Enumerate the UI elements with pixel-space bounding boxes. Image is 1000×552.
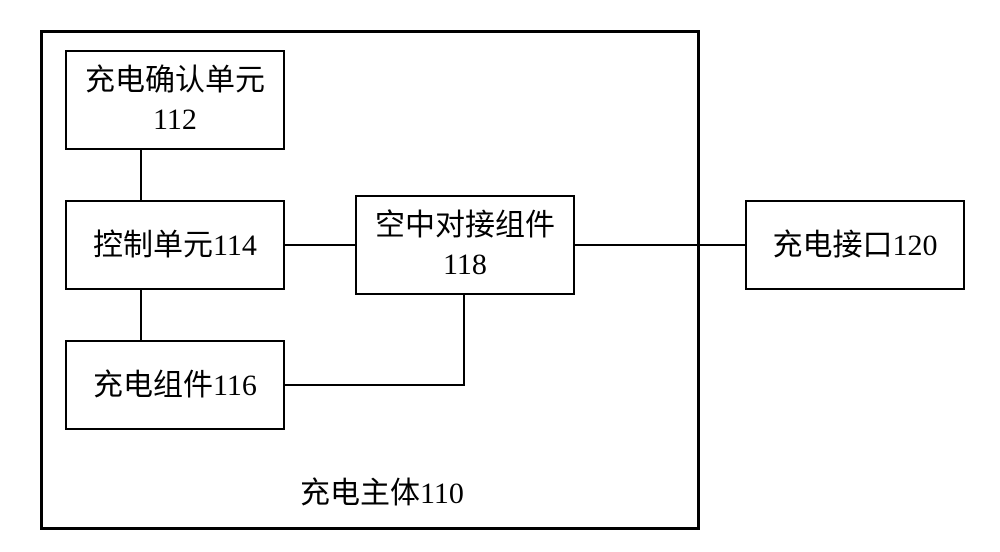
node-confirm-label2: 112 <box>153 100 197 139</box>
node-aerial: 空中对接组件 118 <box>355 195 575 295</box>
node-aerial-label1: 空中对接组件 <box>375 206 555 245</box>
edge-chargecomp-aerial-h <box>285 384 465 386</box>
node-control: 控制单元114 <box>65 200 285 290</box>
edge-chargecomp-aerial-v <box>463 295 465 386</box>
node-control-label: 控制单元114 <box>93 226 257 265</box>
outer-box-label: 充电主体110 <box>300 468 464 512</box>
node-confirm: 充电确认单元 112 <box>65 50 285 150</box>
edge-control-chargecomp <box>140 290 142 340</box>
diagram-canvas: 充电主体110 充电确认单元 112 控制单元114 充电组件116 空中对接组… <box>0 0 1000 552</box>
node-interface-label: 充电接口120 <box>773 226 938 265</box>
edge-confirm-control <box>140 150 142 200</box>
edge-aerial-interface <box>575 244 745 246</box>
node-confirm-label1: 充电确认单元 <box>85 61 265 100</box>
node-interface: 充电接口120 <box>745 200 965 290</box>
node-charge-comp-label: 充电组件116 <box>93 366 257 405</box>
node-aerial-label2: 118 <box>443 245 487 284</box>
node-charge-comp: 充电组件116 <box>65 340 285 430</box>
edge-control-aerial <box>285 244 355 246</box>
